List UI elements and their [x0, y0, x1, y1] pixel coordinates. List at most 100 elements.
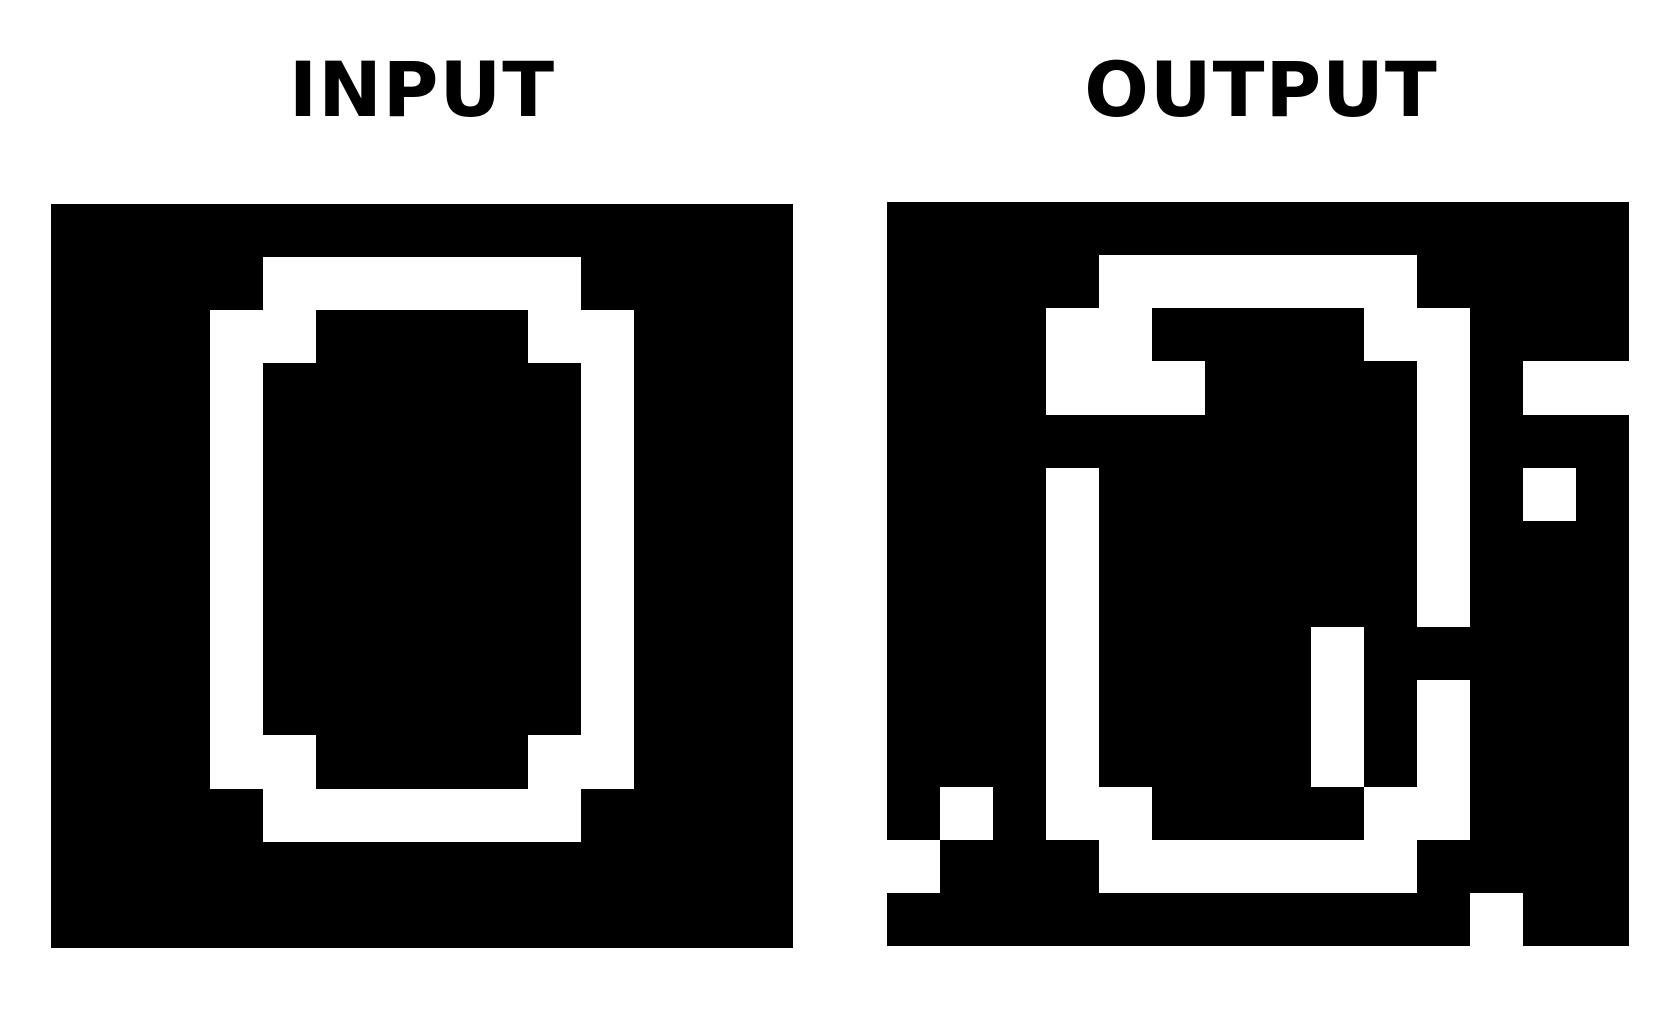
input-cell: [316, 257, 369, 311]
input-cell: [422, 257, 475, 311]
input-cell: [210, 363, 263, 417]
input-cell: [104, 522, 157, 576]
output-cell: [1205, 786, 1258, 840]
output-cell: [1417, 414, 1470, 468]
output-cell: [940, 733, 993, 787]
output-cell: [887, 786, 940, 840]
input-cell: [369, 363, 422, 417]
output-cell: [1099, 733, 1152, 787]
output-cell: [993, 255, 1046, 309]
input-cell: [581, 522, 634, 576]
input-cell: [157, 788, 210, 842]
input-cell: [634, 522, 687, 576]
input-cell: [51, 310, 104, 364]
input-cell: [634, 788, 687, 842]
input-cell: [475, 469, 528, 523]
input-cell: [369, 204, 422, 258]
output-cell: [1046, 520, 1099, 574]
output-cell: [1311, 467, 1364, 521]
output-cell: [1364, 839, 1417, 893]
output-cell: [1258, 308, 1311, 362]
input-cell: [210, 735, 263, 789]
output-cell: [1046, 308, 1099, 362]
input-cell: [475, 682, 528, 736]
input-cell: [528, 310, 581, 364]
output-cell: [1258, 361, 1311, 415]
output-cell: [1576, 202, 1629, 256]
input-cell: [51, 416, 104, 470]
input-cell: [104, 363, 157, 417]
input-cell: [157, 575, 210, 630]
output-cell: [1205, 733, 1258, 787]
input-cell: [104, 629, 157, 683]
output-cell: [1152, 573, 1205, 628]
input-cell: [687, 469, 740, 523]
output-cell: [993, 520, 1046, 574]
output-cell: [1311, 733, 1364, 787]
input-cell: [422, 310, 475, 364]
input-cell: [581, 310, 634, 364]
input-cell: [263, 682, 316, 736]
output-cell: [1576, 467, 1629, 521]
output-cell: [1099, 414, 1152, 468]
output-cell: [1523, 786, 1576, 840]
input-cell: [581, 257, 634, 311]
output-cell: [1205, 892, 1258, 946]
output-cell: [1576, 414, 1629, 468]
output-cell: [1152, 202, 1205, 256]
output-cell: [1364, 733, 1417, 787]
input-cell: [687, 575, 740, 630]
input-cell: [581, 469, 634, 523]
output-cell: [940, 361, 993, 415]
output-cell: [1258, 414, 1311, 468]
output-cell: [1364, 202, 1417, 256]
input-cell: [316, 310, 369, 364]
input-cell: [528, 363, 581, 417]
input-cell: [634, 575, 687, 630]
output-cell: [1417, 308, 1470, 362]
output-cell: [1576, 786, 1629, 840]
output-cell: [1364, 414, 1417, 468]
output-cell: [887, 733, 940, 787]
output-cell: [1205, 627, 1258, 681]
output-cell: [887, 202, 940, 256]
input-cell: [528, 841, 581, 895]
input-cell: [316, 682, 369, 736]
output-cell: [887, 361, 940, 415]
output-cell: [1523, 627, 1576, 681]
output-cell: [1417, 892, 1470, 946]
input-cell: [475, 788, 528, 842]
input-cell: [475, 735, 528, 789]
output-cell: [1470, 627, 1523, 681]
output-cell: [1470, 680, 1523, 734]
output-cell: [1311, 892, 1364, 946]
input-cell: [634, 363, 687, 417]
output-cell: [1311, 414, 1364, 468]
output-cell: [1099, 786, 1152, 840]
input-cell: [634, 469, 687, 523]
input-cell: [422, 363, 475, 417]
output-cell: [1417, 786, 1470, 840]
output-cell: [940, 627, 993, 681]
output-cell: [1523, 255, 1576, 309]
input-cell: [581, 363, 634, 417]
output-cell: [1364, 627, 1417, 681]
input-cell: [528, 788, 581, 842]
output-cell: [887, 520, 940, 574]
input-cell: [369, 629, 422, 683]
input-cell: [740, 629, 793, 683]
output-cell: [1258, 520, 1311, 574]
output-cell: [1576, 573, 1629, 628]
input-cell: [263, 841, 316, 895]
output-cell: [1205, 202, 1258, 256]
output-cell: [940, 520, 993, 574]
output-cell: [887, 308, 940, 362]
output-cell: [1046, 627, 1099, 681]
input-cell: [475, 629, 528, 683]
output-cell: [1470, 520, 1523, 574]
input-cell: [634, 682, 687, 736]
output-cell: [1417, 627, 1470, 681]
input-cell: [104, 735, 157, 789]
input-cell: [51, 575, 104, 630]
input-cell: [687, 788, 740, 842]
